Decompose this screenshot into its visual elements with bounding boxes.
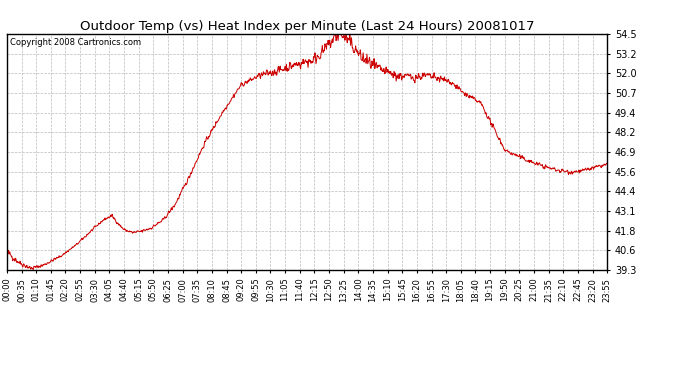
- Title: Outdoor Temp (vs) Heat Index per Minute (Last 24 Hours) 20081017: Outdoor Temp (vs) Heat Index per Minute …: [80, 20, 534, 33]
- Text: Copyright 2008 Cartronics.com: Copyright 2008 Cartronics.com: [10, 39, 141, 48]
